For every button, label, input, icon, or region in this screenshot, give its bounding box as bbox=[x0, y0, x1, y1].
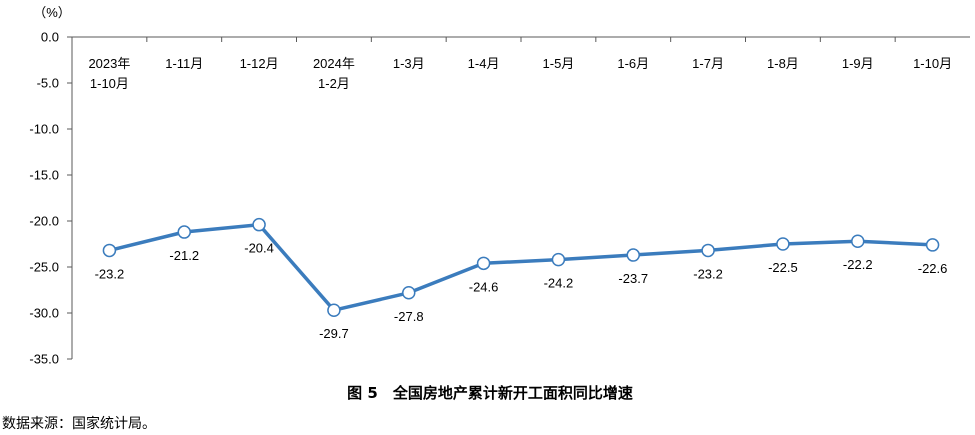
data-point bbox=[851, 234, 865, 248]
x-tick-label: 1-10月 bbox=[913, 56, 952, 71]
x-tick-label: 1-4月 bbox=[468, 56, 500, 71]
y-tick-label: -15.0 bbox=[29, 168, 59, 183]
data-point bbox=[551, 252, 566, 267]
x-tick-label: 1-10月 bbox=[90, 76, 129, 91]
data-point bbox=[102, 243, 117, 258]
x-tick-label: 1-7月 bbox=[692, 56, 724, 71]
x-tick-label: 1-6月 bbox=[617, 56, 649, 71]
data-label: -23.2 bbox=[95, 266, 125, 281]
x-axis-ticks: 2023年 1-10月 1-11月 1-12月 2024年 1-2月 1-3月 1-4月 1-5… bbox=[88, 37, 952, 91]
data-label: -24.6 bbox=[469, 279, 499, 294]
data-label: -20.4 bbox=[244, 241, 274, 256]
source-note: 数据来源：国家统计局。 bbox=[2, 415, 156, 432]
data-label: -29.7 bbox=[319, 326, 349, 341]
data-label: -23.2 bbox=[693, 266, 723, 281]
data-label: -23.7 bbox=[618, 271, 648, 286]
data-point bbox=[177, 225, 191, 239]
data-points bbox=[102, 217, 940, 317]
data-label: -22.6 bbox=[918, 261, 948, 276]
y-tick-label: -20.0 bbox=[29, 214, 59, 229]
data-point bbox=[327, 303, 341, 317]
y-tick-label: 0.0 bbox=[41, 30, 59, 45]
data-label: -22.2 bbox=[843, 257, 873, 272]
data-point bbox=[626, 248, 640, 262]
data-label: -27.8 bbox=[394, 309, 424, 324]
axes bbox=[71, 36, 970, 359]
data-label: -21.2 bbox=[169, 248, 199, 263]
x-tick-label: 1-12月 bbox=[240, 56, 279, 71]
y-axis-label: （%） bbox=[33, 5, 71, 20]
y-axis-ticks: 0.0 -5.0 -10.0 -15.0 -20.0 -25.0 -30.0 -35.0 bbox=[29, 30, 72, 367]
data-label: -24.2 bbox=[544, 276, 574, 291]
y-tick-label: -35.0 bbox=[29, 352, 59, 367]
x-tick-label: 1-11月 bbox=[165, 56, 203, 71]
data-point bbox=[252, 217, 266, 232]
y-tick-label: -5.0 bbox=[37, 76, 59, 91]
x-tick-label: 1-8月 bbox=[767, 56, 799, 71]
x-tick-label: 1-5月 bbox=[543, 56, 575, 71]
data-label: -22.5 bbox=[768, 260, 798, 275]
y-tick-label: -30.0 bbox=[29, 306, 59, 321]
data-labels: -23.2 -21.2 -20.4 -29.7 -27.8 -24.6 -24.2 -23.7… bbox=[95, 241, 948, 342]
x-tick-year-label: 2023年 bbox=[88, 56, 130, 71]
x-tick-label: 1-2月 bbox=[318, 76, 350, 91]
x-tick-year-label: 2024年 bbox=[313, 56, 355, 71]
series-line bbox=[107, 222, 935, 312]
chart-title: 图 5 全国房地产累计新开工面积同比增速 bbox=[347, 384, 633, 402]
y-tick-label: -25.0 bbox=[29, 260, 59, 275]
data-point bbox=[476, 256, 491, 271]
data-point bbox=[776, 237, 790, 251]
x-tick-label: 1-3月 bbox=[393, 56, 425, 71]
data-point bbox=[925, 238, 940, 252]
x-tick-label: 1-9月 bbox=[842, 56, 874, 71]
data-point bbox=[701, 243, 715, 258]
data-point bbox=[402, 286, 416, 300]
y-tick-label: -10.0 bbox=[29, 122, 59, 137]
